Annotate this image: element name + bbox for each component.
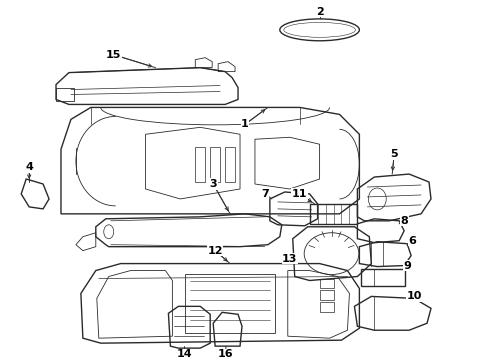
Bar — [196, 147, 205, 182]
Text: 11: 11 — [292, 189, 307, 199]
Bar — [319, 302, 334, 312]
Text: 15: 15 — [106, 50, 122, 60]
Bar — [319, 279, 334, 288]
Text: 14: 14 — [176, 349, 192, 359]
Text: 4: 4 — [25, 162, 33, 172]
Text: 13: 13 — [282, 253, 297, 264]
Bar — [210, 147, 220, 182]
Text: 2: 2 — [316, 7, 323, 17]
Text: 7: 7 — [261, 189, 269, 199]
Text: 1: 1 — [241, 119, 249, 129]
Text: 9: 9 — [403, 261, 411, 271]
Bar — [310, 204, 357, 224]
Text: 10: 10 — [406, 291, 422, 301]
Text: 3: 3 — [209, 179, 217, 189]
Bar — [362, 269, 405, 287]
Text: 16: 16 — [217, 349, 233, 359]
Text: 5: 5 — [391, 149, 398, 159]
Text: 6: 6 — [408, 236, 416, 246]
Text: 12: 12 — [207, 246, 223, 256]
Bar — [225, 147, 235, 182]
Bar — [56, 87, 74, 102]
Bar — [185, 274, 275, 333]
Bar — [319, 291, 334, 300]
Text: 8: 8 — [400, 216, 408, 226]
